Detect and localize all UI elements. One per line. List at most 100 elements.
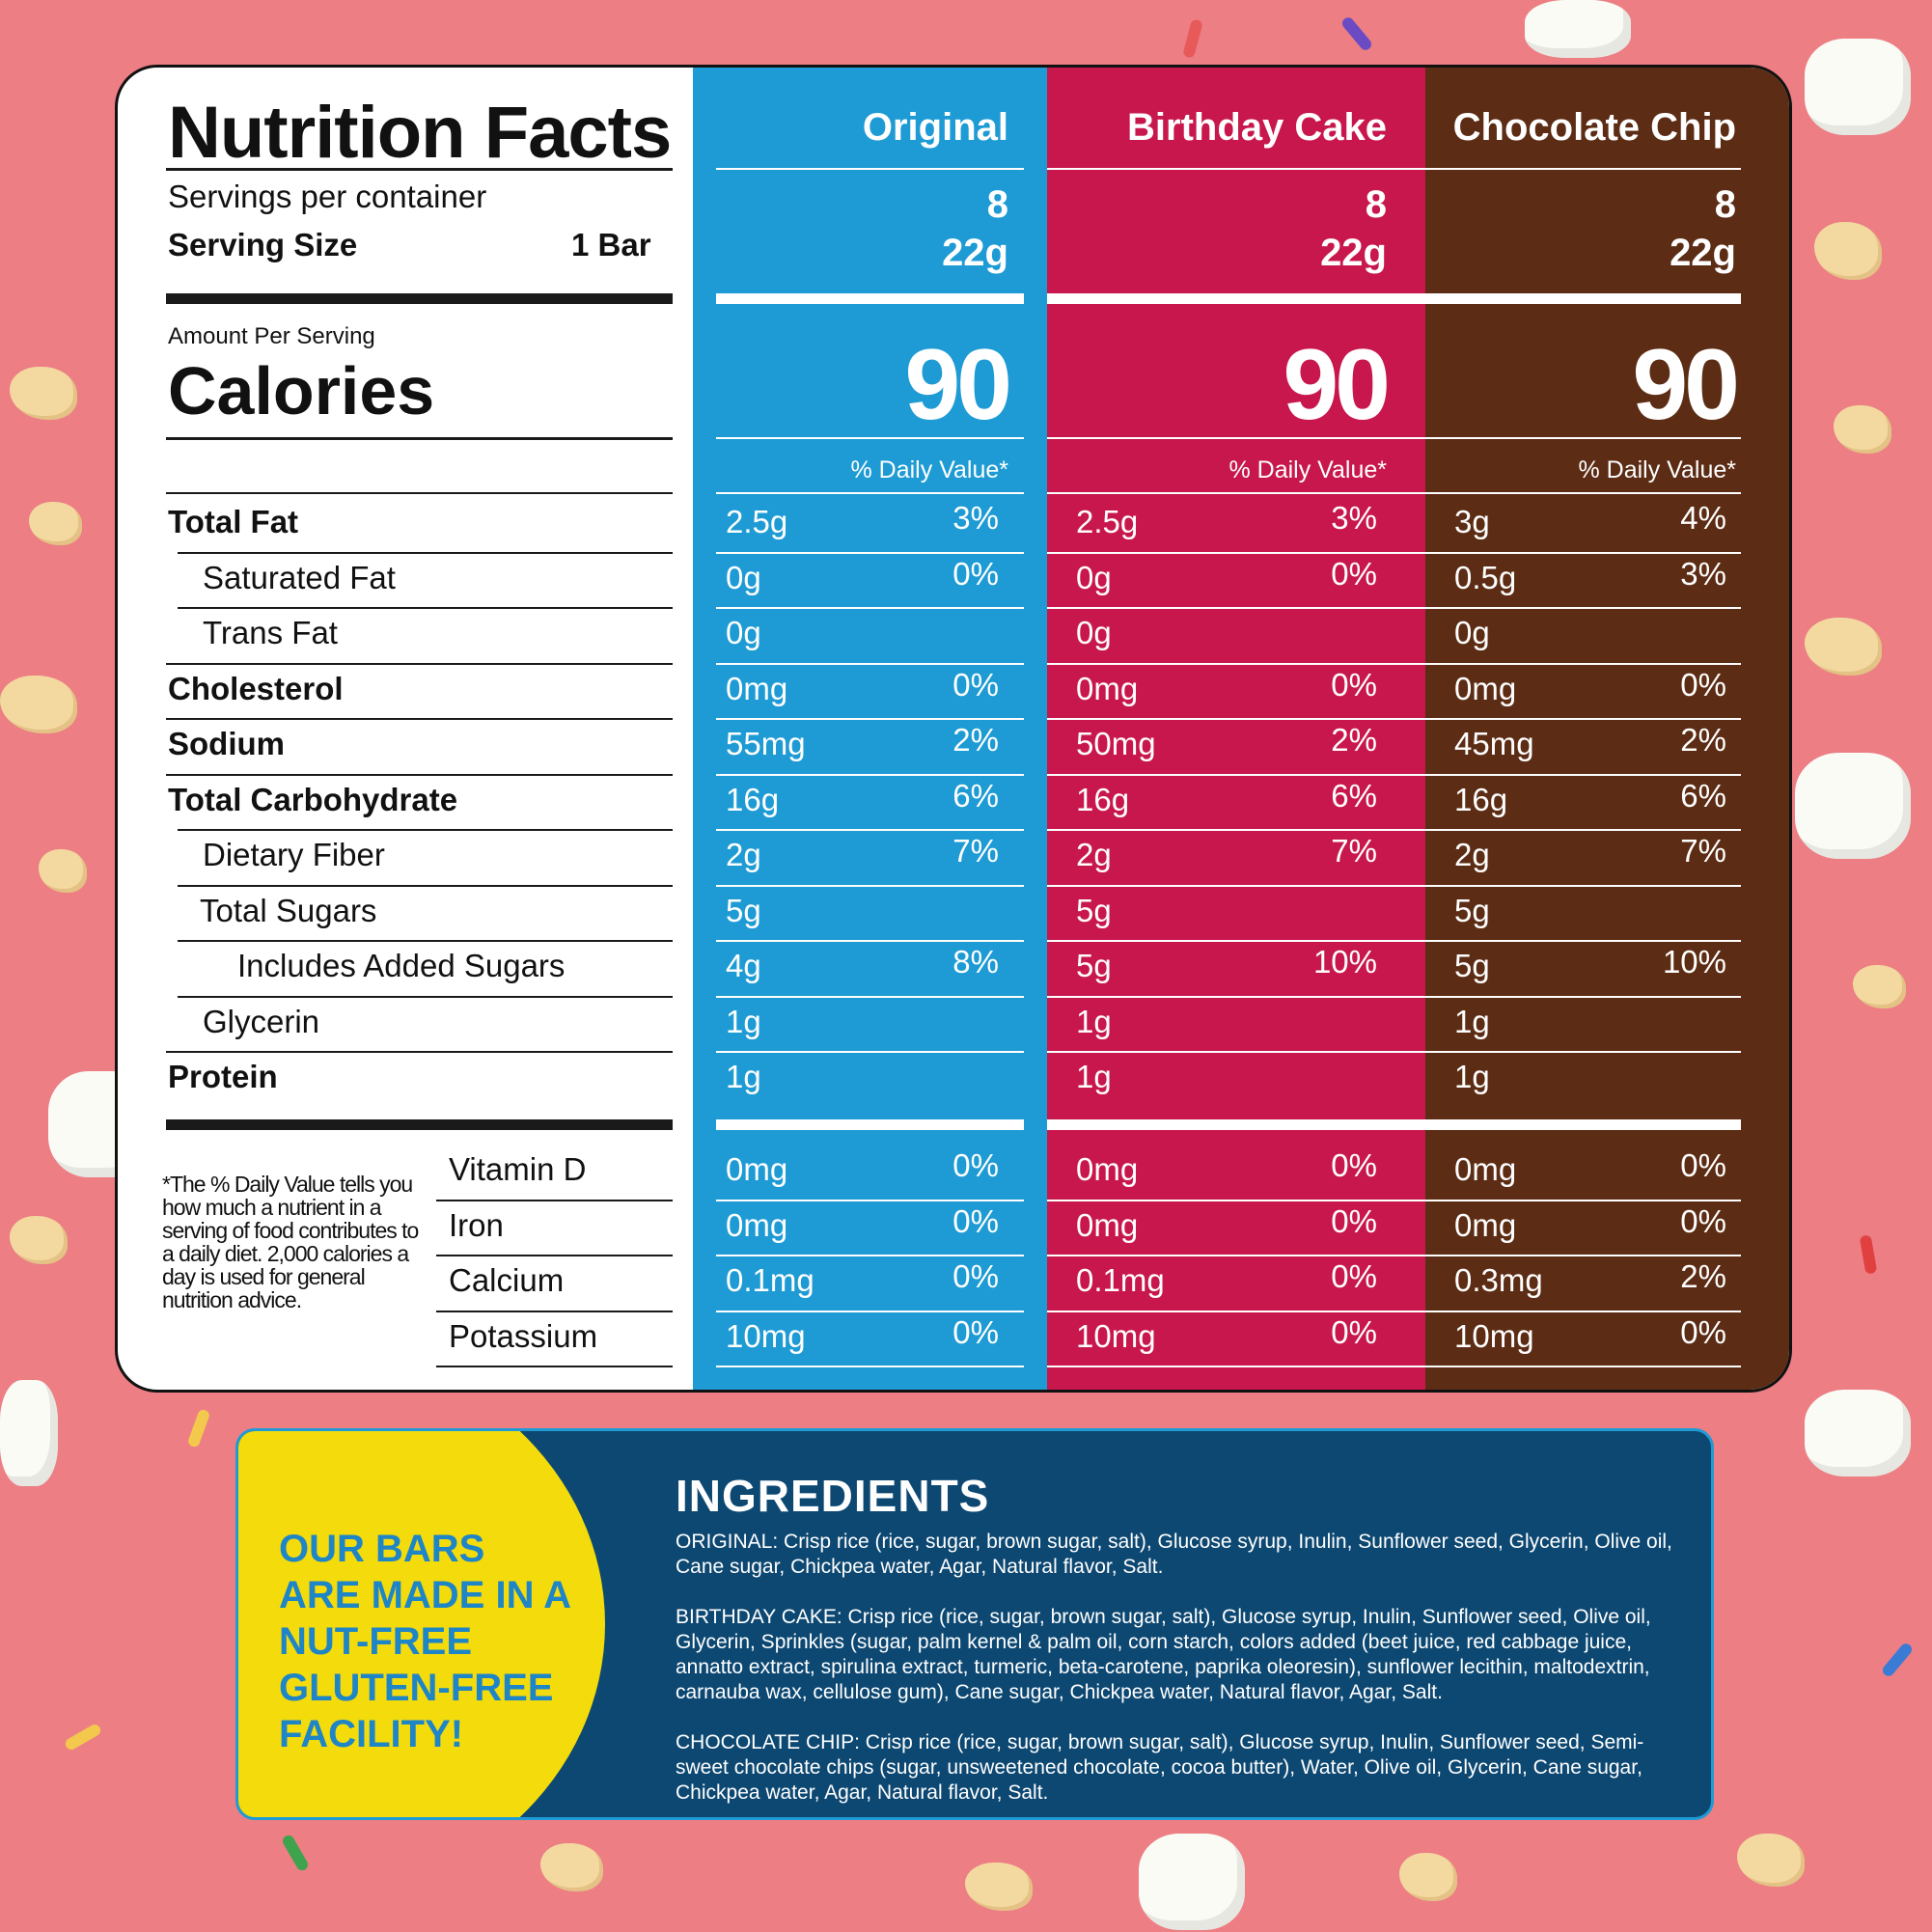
ingredients-panel: OUR BARS ARE MADE IN A NUT-FREE GLUTEN-F… (235, 1428, 1714, 1820)
badge-line: ARE MADE IN A (279, 1574, 571, 1616)
divider (1047, 662, 1425, 665)
divider (1047, 607, 1425, 609)
serving-size-value: 22g (1670, 232, 1736, 274)
vitamin-amount: 10mg (1076, 1317, 1156, 1354)
nutrient-daily-value: 2% (1331, 722, 1377, 758)
nutrient-daily-value: 6% (1331, 777, 1377, 814)
divider (716, 437, 1024, 439)
nut-free-badge (238, 1431, 605, 1817)
marshmallow (1805, 1390, 1911, 1477)
marshmallow (1525, 0, 1631, 58)
vitamin-daily-value: 0% (1331, 1202, 1377, 1239)
rice-crisp (29, 502, 82, 545)
nut-free-badge-text: OUR BARS ARE MADE IN A NUT-FREE GLUTEN-F… (279, 1526, 571, 1757)
divider (178, 607, 673, 609)
rice-crisp (39, 849, 87, 893)
nutrient-amount: 5g (1454, 892, 1490, 928)
vitamin-amount: 10mg (1454, 1317, 1534, 1354)
nutrient-amount: 2g (1076, 837, 1112, 872)
serving-size-value: 22g (942, 232, 1008, 274)
nutrition-facts-panel: Nutrition Facts Servings per container S… (115, 65, 1792, 1393)
marshmallow (1795, 753, 1911, 859)
divider (1425, 168, 1741, 170)
marshmallow (1805, 39, 1911, 135)
servings-value: 8 (1714, 183, 1736, 226)
vitamin-daily-value: 0% (952, 1258, 999, 1294)
vitamin-daily-value: 0% (1331, 1147, 1377, 1183)
nutrient-daily-value: 8% (952, 944, 999, 980)
sprinkle (1182, 18, 1203, 59)
nutrient-amount: 5g (1454, 948, 1490, 983)
vitamin-amount: 0.1mg (726, 1262, 814, 1298)
divider (436, 1255, 673, 1256)
nutrient-daily-value: 0% (952, 555, 999, 592)
badge-line: NUT-FREE (279, 1620, 472, 1663)
divider (1425, 995, 1741, 998)
divider (716, 995, 1024, 998)
vitamin-amount: 0mg (726, 1151, 788, 1187)
marshmallow (1139, 1834, 1245, 1930)
divider (1425, 662, 1741, 665)
divider (436, 1199, 673, 1201)
amount-per-serving-label: Amount Per Serving (168, 323, 375, 349)
panel-title: Nutrition Facts (168, 92, 672, 174)
divider (178, 884, 673, 887)
rice-crisp (1853, 965, 1906, 1008)
sprinkle (280, 1833, 311, 1873)
divider (1047, 492, 1425, 494)
nutrient-label: Trans Fat (203, 615, 338, 650)
vitamin-label: Iron (449, 1206, 504, 1243)
divider (436, 1366, 673, 1367)
divider (716, 492, 1024, 494)
divider (1047, 940, 1425, 942)
nutrient-daily-value: 4% (1680, 500, 1726, 536)
column-original (693, 68, 1047, 1390)
nutrient-daily-value: 7% (1680, 833, 1726, 869)
divider-thick (716, 293, 1024, 304)
divider (178, 995, 673, 998)
nutrient-amount: 0g (1454, 615, 1490, 650)
divider (716, 607, 1024, 609)
flavor-name: Birthday Cake (1127, 106, 1387, 149)
nutrient-amount: 1g (1076, 1003, 1112, 1039)
divider (1047, 718, 1425, 720)
divider (1047, 1310, 1425, 1312)
daily-value-header: % Daily Value* (850, 456, 1008, 483)
serving-size-value: 1 Bar (571, 227, 651, 262)
rice-crisp (0, 676, 77, 733)
serving-size-value: 22g (1320, 232, 1387, 274)
vitamin-label: Potassium (449, 1317, 598, 1354)
nutrient-amount: 0g (726, 615, 761, 650)
vitamin-amount: 0.3mg (1454, 1262, 1543, 1298)
servings-value: 8 (986, 183, 1008, 226)
divider (178, 940, 673, 942)
calories-value: 90 (904, 329, 1012, 441)
divider (1047, 551, 1425, 554)
divider (166, 437, 673, 440)
calories-value: 90 (1283, 329, 1391, 441)
nutrient-daily-value: 3% (952, 500, 999, 536)
divider (1047, 168, 1425, 170)
vitamin-daily-value: 0% (1331, 1313, 1377, 1350)
nutrient-amount: 0mg (726, 670, 788, 706)
rice-crisp (965, 1863, 1033, 1911)
daily-value-header: % Daily Value* (1228, 456, 1387, 483)
divider (716, 168, 1024, 170)
daily-value-footnote: *The % Daily Value tells you how much a … (162, 1172, 419, 1312)
nutrient-amount: 2.5g (1076, 504, 1139, 539)
divider-thick (1047, 293, 1425, 304)
divider (716, 884, 1024, 887)
nutrient-daily-value: 10% (1312, 944, 1377, 980)
rice-crisp (540, 1843, 603, 1891)
divider (1425, 1199, 1741, 1201)
nutrient-daily-value: 6% (952, 777, 999, 814)
divider (716, 1255, 1024, 1256)
divider (1425, 1255, 1741, 1256)
nutrient-label: Dietary Fiber (203, 837, 385, 872)
divider (716, 662, 1024, 665)
nutrient-amount: 1g (1454, 1003, 1490, 1039)
nutrient-label: Protein (168, 1059, 278, 1094)
divider (1047, 829, 1425, 831)
marshmallow (0, 1380, 58, 1486)
nutrient-amount: 2.5g (726, 504, 788, 539)
